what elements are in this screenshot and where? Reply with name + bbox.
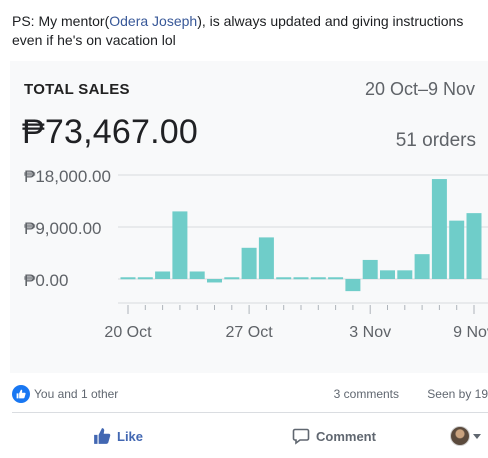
bar	[380, 270, 395, 279]
viewer-selector[interactable]	[450, 426, 481, 446]
seen-by-count[interactable]: Seen by 19	[427, 387, 488, 401]
bar	[415, 254, 430, 279]
reactions-bar: You and 1 other 3 comments Seen by 19	[12, 384, 488, 404]
bar	[207, 279, 222, 282]
bar	[449, 221, 464, 279]
bar	[259, 237, 274, 279]
x-tick-label: 20 Oct	[104, 324, 152, 341]
bar	[242, 248, 257, 279]
bar	[224, 277, 239, 279]
chevron-down-icon	[473, 434, 481, 439]
sales-bar-chart: ₱18,000.00 ₱9,000.00 ₱0.00 20 Oct 27 Oct 3 No…	[10, 61, 488, 373]
bar	[276, 277, 291, 279]
comment-button[interactable]: Comment	[292, 424, 376, 448]
divider	[12, 412, 488, 413]
post-text: PS: My mentor(Odera Joseph), is always u…	[12, 12, 482, 50]
y-tick-label: ₱0.00	[24, 271, 68, 290]
comment-bubble-icon	[292, 427, 310, 445]
post-text-prefix: PS: My mentor(	[12, 13, 109, 29]
avatar	[450, 426, 470, 446]
like-label: Like	[117, 429, 143, 444]
thumbs-up-icon	[93, 427, 111, 445]
bar	[467, 213, 482, 279]
y-tick-label: ₱9,000.00	[24, 219, 102, 238]
like-button[interactable]: Like	[93, 424, 143, 448]
bar	[328, 277, 343, 279]
x-tick-label: 9 Nov	[453, 324, 488, 341]
comments-count[interactable]: 3 comments	[334, 387, 399, 401]
mention-link[interactable]: Odera Joseph	[109, 13, 197, 29]
bar	[294, 277, 309, 279]
sales-card[interactable]: TOTAL SALES 20 Oct–9 Nov ₱73,467.00 51 o…	[10, 61, 488, 373]
bar	[121, 277, 136, 279]
x-tick-label: 27 Oct	[226, 324, 274, 341]
bar	[432, 179, 447, 279]
bar	[155, 271, 170, 279]
bar	[397, 270, 412, 279]
comment-label: Comment	[316, 429, 376, 444]
thumbs-up-icon[interactable]	[12, 385, 30, 403]
bar	[190, 271, 205, 279]
bar	[172, 211, 187, 279]
bar	[363, 260, 378, 279]
bar	[345, 279, 360, 291]
bar	[311, 277, 326, 279]
x-tick-label: 3 Nov	[349, 324, 391, 341]
bar	[138, 277, 153, 279]
y-tick-label: ₱18,000.00	[24, 167, 111, 186]
reaction-summary[interactable]: You and 1 other	[34, 387, 118, 401]
